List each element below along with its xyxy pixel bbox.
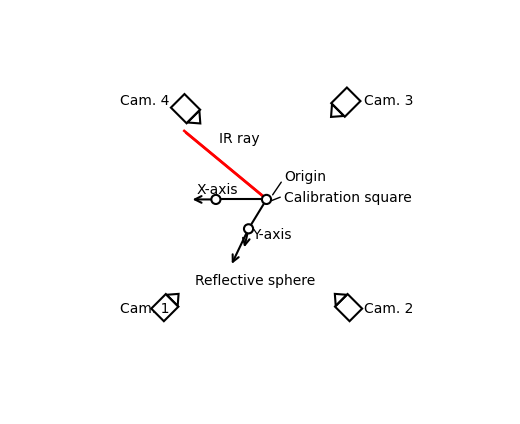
- Text: Cam. 2: Cam. 2: [365, 302, 414, 316]
- Text: Y-axis: Y-axis: [252, 229, 291, 243]
- Text: IR ray: IR ray: [219, 132, 260, 146]
- Circle shape: [211, 195, 220, 204]
- Circle shape: [262, 195, 271, 204]
- Circle shape: [244, 224, 253, 233]
- Text: Cam. 3: Cam. 3: [365, 95, 414, 109]
- Text: Origin: Origin: [284, 170, 327, 184]
- Text: Reflective sphere: Reflective sphere: [194, 274, 315, 288]
- Text: Cam. 4: Cam. 4: [120, 95, 169, 109]
- Text: Cam. 1: Cam. 1: [120, 302, 169, 316]
- Text: Calibration square: Calibration square: [284, 191, 412, 205]
- Text: X-axis: X-axis: [197, 183, 238, 197]
